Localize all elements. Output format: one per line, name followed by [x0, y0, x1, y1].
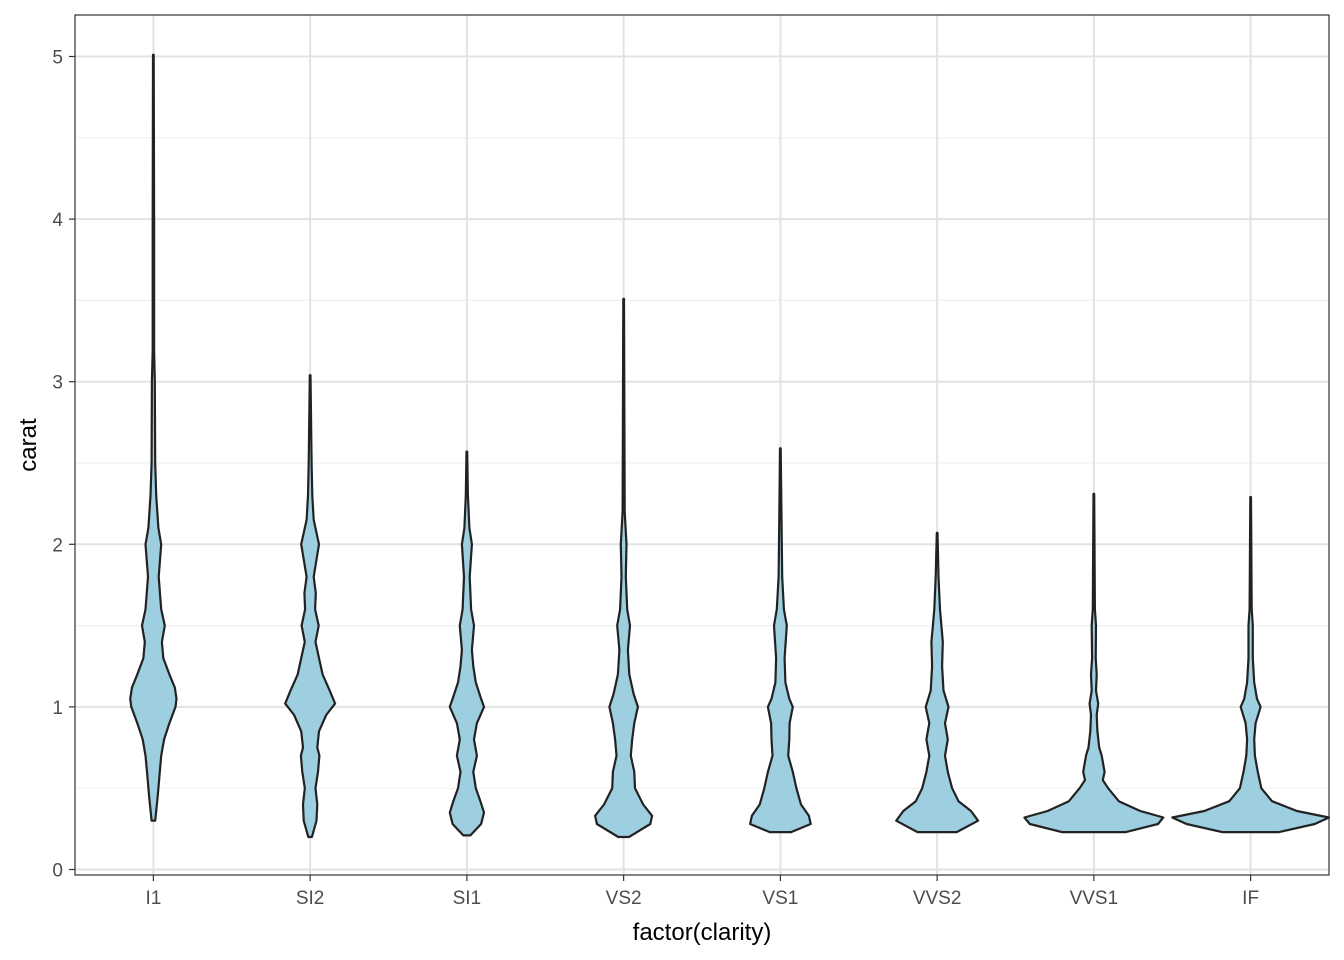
violin-si1 [448, 450, 486, 837]
x-tick-label: IF [1242, 888, 1259, 909]
violin-vvs2 [895, 531, 980, 834]
x-tick-label: I1 [145, 888, 161, 909]
x-tick-label: VVS2 [913, 888, 962, 909]
y-tick-label: 5 [52, 48, 63, 69]
x-axis-title: factor(clarity) [633, 919, 772, 946]
x-tick-label: VS1 [762, 888, 798, 909]
y-tick-label: 3 [52, 373, 63, 394]
violins [129, 53, 1331, 839]
y-tick-label: 0 [52, 861, 63, 882]
y-tick-label: 1 [52, 698, 63, 719]
y-tick-label: 4 [52, 210, 63, 231]
y-axis-title: carat [15, 418, 42, 472]
y-tick-label: 2 [52, 535, 63, 556]
violin-vs2 [594, 297, 654, 839]
violin-if [1171, 496, 1331, 834]
violin-i1 [129, 53, 178, 822]
violin-vvs1 [1023, 492, 1165, 834]
x-tick-label: VS2 [606, 888, 642, 909]
grid-minor [75, 137, 1329, 789]
x-tick-label: SI2 [296, 888, 325, 909]
x-tick-label: SI1 [453, 888, 482, 909]
violin-si2 [284, 374, 337, 839]
panel-border [74, 14, 1330, 876]
x-axis: I1 SI2 SI1 VS2 VS1 VVS2 VVS1 IF [145, 875, 1259, 909]
x-tick-label: VVS1 [1070, 888, 1119, 909]
violin-vs1 [749, 447, 812, 834]
y-axis: 0 1 2 3 4 5 [52, 48, 75, 882]
